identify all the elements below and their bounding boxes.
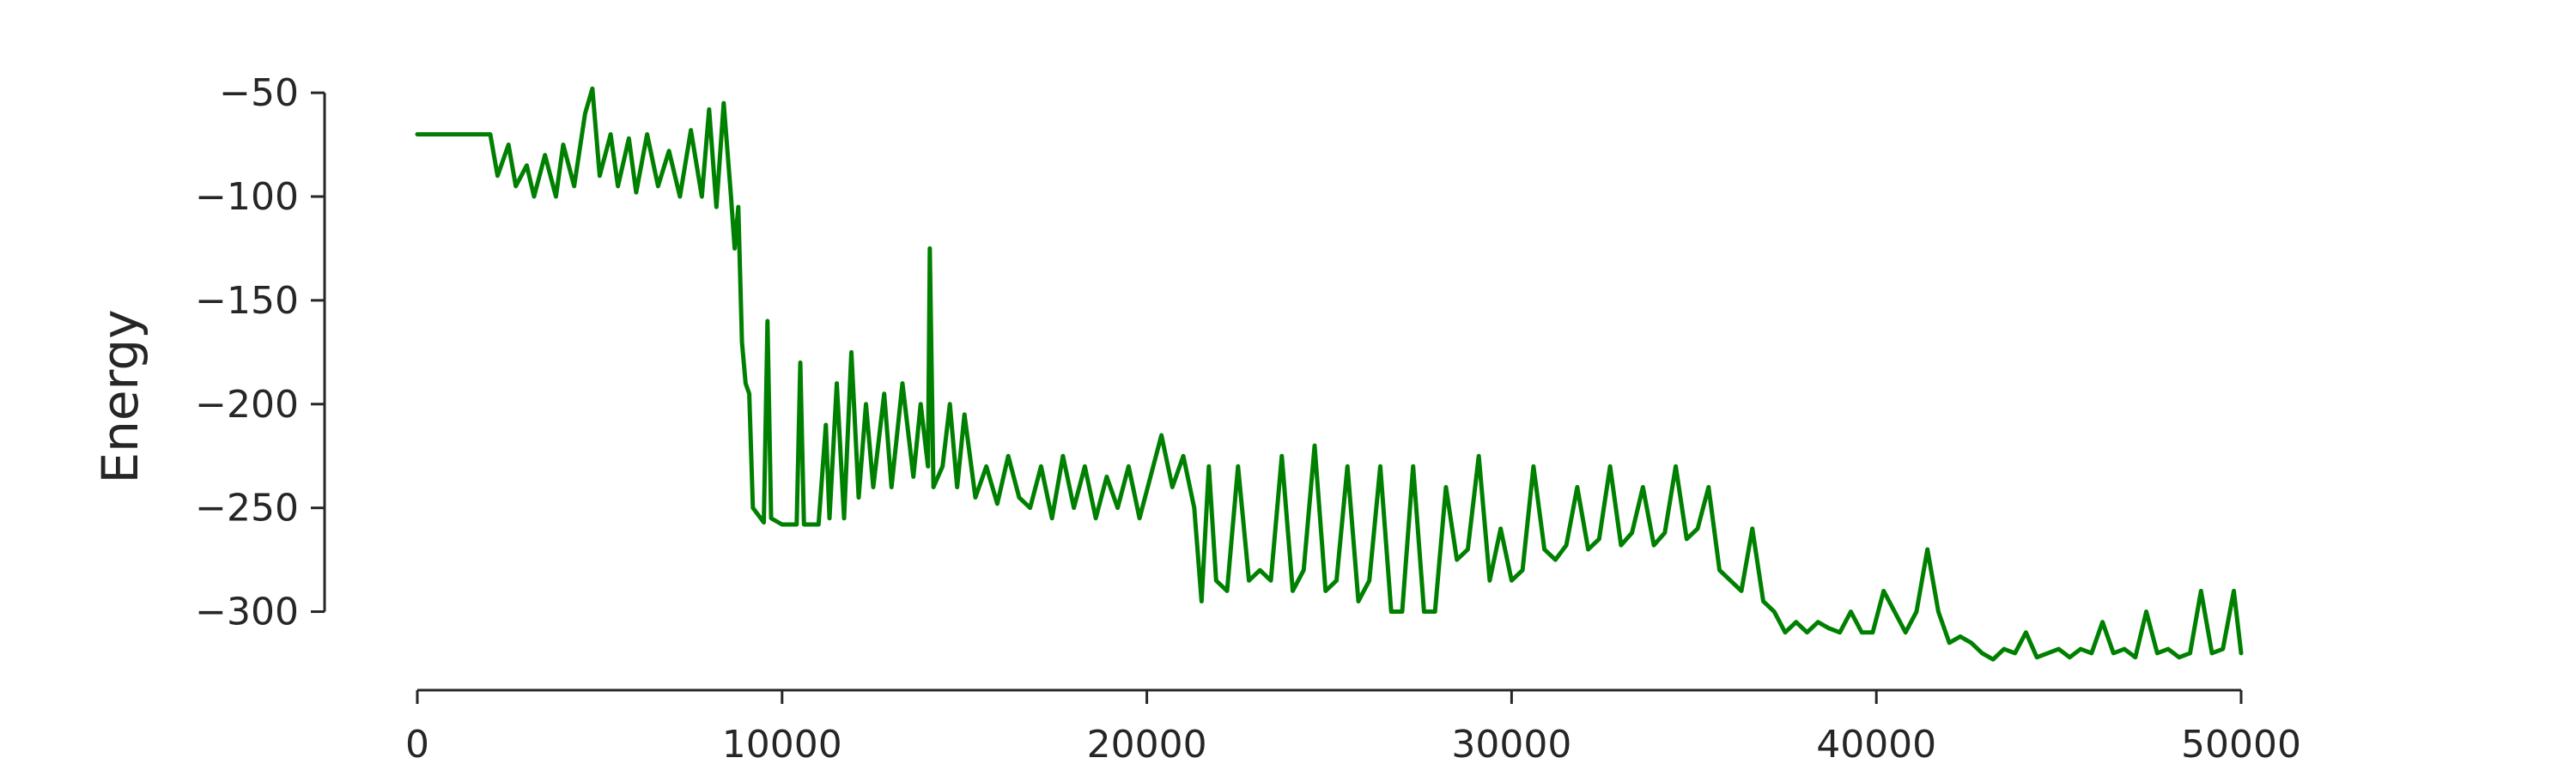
y-tick-label: −150	[195, 279, 299, 323]
y-tick-label: −50	[219, 71, 299, 115]
y-tick-label: −250	[195, 487, 299, 530]
y-tick-label: −300	[195, 591, 299, 634]
x-tick-label: 40000	[1816, 723, 1936, 767]
x-tick-label: 30000	[1451, 723, 1571, 767]
x-tick-label: 0	[405, 723, 429, 767]
x-tick-label: 10000	[722, 723, 842, 767]
y-tick-label: −100	[195, 175, 299, 219]
y-axis: −50 −100 −150 −200 −250 −300	[195, 71, 326, 634]
x-tick-label: 50000	[2181, 723, 2301, 767]
series-layer	[415, 86, 2244, 662]
y-axis-title: Energy	[91, 309, 149, 483]
x-axis: 0 10000 20000 30000 40000 50000	[405, 688, 2301, 767]
y-tick-label: −200	[195, 383, 299, 427]
energy-series-line	[415, 86, 2244, 662]
x-tick-label: 20000	[1087, 723, 1207, 767]
